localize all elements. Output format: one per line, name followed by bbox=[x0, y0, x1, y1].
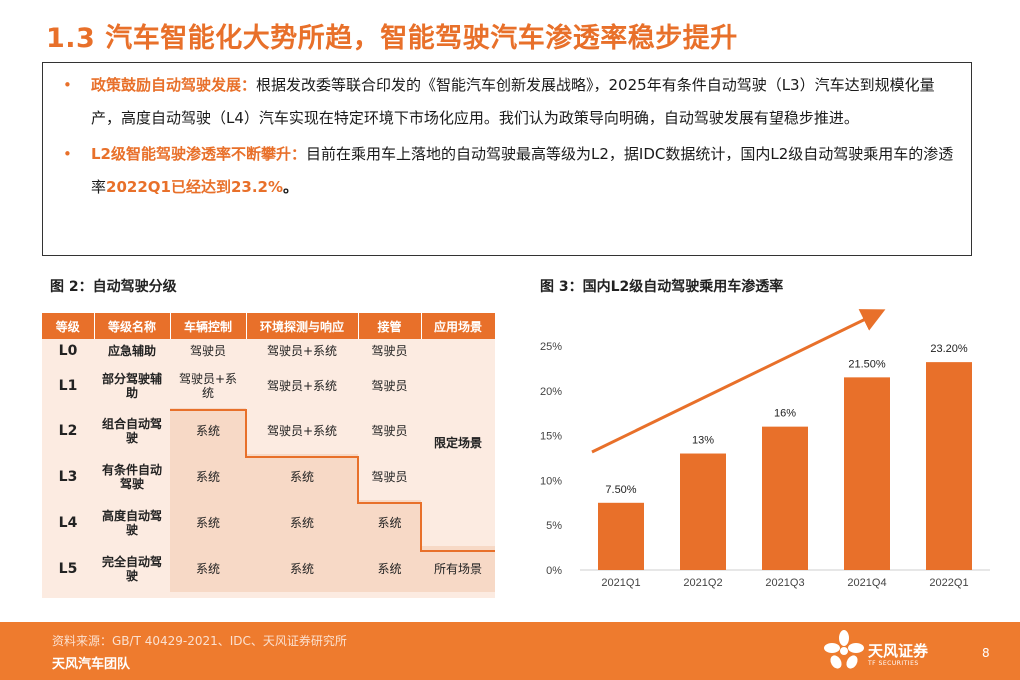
table-row: L1 部分驾驶辅助 驾驶员+系统 驾驶员+系统 驾驶员 bbox=[42, 363, 495, 408]
stair-line bbox=[420, 502, 422, 552]
y-tick-label: 0% bbox=[546, 565, 562, 577]
detection-cell: 系统 bbox=[246, 546, 358, 592]
level-cell: L1 bbox=[58, 377, 78, 394]
scene-all-cell: 所有场景 bbox=[421, 546, 495, 592]
level-cell: L4 bbox=[58, 515, 78, 531]
level-cell: L3 bbox=[58, 469, 78, 485]
level-cell: L5 bbox=[58, 561, 78, 577]
team-name: 天风汽车团队 bbox=[52, 657, 131, 672]
autonomy-levels-table: 等级 等级名称 车辆控制 环境探测与响应 接管 应用场景 L0 应急辅助 驾驶员… bbox=[42, 313, 496, 598]
takeover-cell: 驾驶员 bbox=[371, 470, 408, 484]
col-header: 等级名称 bbox=[94, 313, 171, 339]
l2-lead: L2级智能驾驶渗透率不断攀升： bbox=[91, 145, 306, 163]
tf-securities-logo: 天风证券 TF SECURITIES bbox=[822, 628, 972, 676]
table-row: L5 完全自动驾驶 系统 系统 系统 所有场景 bbox=[42, 546, 495, 592]
bullet-dot: • bbox=[63, 145, 72, 163]
chart-svg: 0% 5% 10% 15% 20% 25% 7.50% 2021Q1 13% 2021Q2 16%… bbox=[540, 309, 990, 589]
takeover-cell: 驾驶员 bbox=[371, 424, 408, 438]
data-label: 16% bbox=[774, 408, 796, 420]
level-name-cell: 部分驾驶辅助 bbox=[101, 371, 162, 400]
level-name-cell: 应急辅助 bbox=[107, 344, 156, 358]
detection-cell: 系统 bbox=[246, 454, 358, 500]
bar-2022Q1 bbox=[926, 362, 972, 570]
l2-highlight: 2022Q1已经达到23.2% bbox=[106, 178, 283, 196]
stair-line bbox=[245, 409, 247, 458]
policy-text: 根据发改委等联合印发的《智能汽车创新发展战略》，2025年有条件自动驾驶（L3）… bbox=[91, 76, 935, 127]
data-label: 7.50% bbox=[605, 484, 636, 496]
control-cell: 系统 bbox=[170, 500, 246, 546]
summary-bullet-policy: • 政策鼓励自动驾驶发展：根据发改委等联合印发的《智能汽车创新发展战略》，202… bbox=[59, 69, 957, 135]
control-cell: 驾驶员+系统 bbox=[178, 371, 238, 400]
level-name-cell: 组合自动驾驶 bbox=[101, 417, 162, 445]
y-tick-label: 10% bbox=[540, 475, 562, 487]
x-tick-label: 2021Q2 bbox=[683, 577, 722, 589]
table-row: L2 组合自动驾驶 系统 驾驶员+系统 驾驶员 bbox=[42, 408, 495, 454]
policy-lead: 政策鼓励自动驾驶发展： bbox=[91, 76, 257, 94]
stair-line bbox=[245, 456, 358, 458]
x-tick-label: 2021Q1 bbox=[601, 577, 640, 589]
stair-line bbox=[357, 502, 421, 504]
level-name-cell: 高度自动驾驶 bbox=[101, 509, 162, 537]
y-tick-label: 5% bbox=[546, 520, 562, 532]
data-label: 21.50% bbox=[848, 358, 886, 370]
detection-cell: 驾驶员+系统 bbox=[266, 424, 338, 438]
table-row: L4 高度自动驾驶 系统 系统 系统 bbox=[42, 500, 495, 546]
x-tick-label: 2022Q1 bbox=[929, 577, 968, 589]
detection-cell: 驾驶员+系统 bbox=[266, 378, 338, 393]
bullet-dot: • bbox=[63, 76, 72, 94]
bar-2021Q4 bbox=[844, 377, 890, 570]
table-row: L3 有条件自动驾驶 系统 系统 驾驶员 bbox=[42, 454, 495, 500]
y-tick-label: 25% bbox=[540, 341, 562, 353]
control-cell: 系统 bbox=[170, 454, 246, 500]
level-name-cell: 完全自动驾驶 bbox=[101, 555, 162, 583]
flower-logo-icon bbox=[824, 630, 864, 669]
bar-2021Q2 bbox=[680, 453, 726, 570]
detection-cell: 系统 bbox=[246, 500, 358, 546]
level-cell: L0 bbox=[58, 343, 78, 359]
fig3-title: 图 3：国内L2级自动驾驶乘用车渗透率 bbox=[540, 279, 784, 295]
takeover-cell: 驾驶员 bbox=[371, 344, 408, 358]
data-label: 13% bbox=[692, 435, 714, 447]
col-header: 接管 bbox=[358, 313, 422, 339]
l2-tail: 。 bbox=[283, 178, 299, 196]
col-header: 等级 bbox=[42, 313, 95, 339]
table-row: L0 应急辅助 驾驶员 驾驶员+系统 驾驶员 限定场景 bbox=[42, 339, 495, 450]
y-tick-label: 15% bbox=[540, 431, 562, 443]
data-label: 23.20% bbox=[930, 343, 968, 355]
summary-bullet-l2: • L2级智能驾驶渗透率不断攀升：目前在乘用车上落地的自动驾驶最高等级为L2，据… bbox=[59, 138, 957, 204]
col-header: 应用场景 bbox=[421, 313, 496, 339]
takeover-cell: 系统 bbox=[358, 500, 421, 546]
table-header-row: 等级 等级名称 车辆控制 环境探测与响应 接管 应用场景 bbox=[42, 313, 496, 339]
logo-text-en: TF SECURITIES bbox=[868, 660, 919, 667]
page-number: 8 bbox=[982, 646, 990, 660]
stair-line bbox=[420, 550, 495, 552]
stair-line bbox=[357, 456, 359, 504]
control-cell: 系统 bbox=[170, 408, 246, 454]
bar-2021Q1 bbox=[598, 502, 644, 570]
level-name-cell: 有条件自动驾驶 bbox=[101, 463, 162, 491]
col-header: 车辆控制 bbox=[170, 313, 247, 339]
summary-box: • 政策鼓励自动驾驶发展：根据发改委等联合印发的《智能汽车创新发展战略》，202… bbox=[42, 62, 972, 256]
l2-text: 目前在乘用车上落地的自动驾驶最高等级为L2，据IDC数据统计，国内L2级自动驾驶… bbox=[91, 145, 954, 196]
logo-text-cn: 天风证券 bbox=[868, 642, 929, 660]
level-cell: L2 bbox=[58, 423, 78, 439]
source-note: 资料来源：GB/T 40429-2021、IDC、天风证券研究所 bbox=[52, 634, 347, 648]
bar-2021Q3 bbox=[762, 426, 808, 570]
x-tick-label: 2021Q3 bbox=[765, 577, 804, 589]
l2-penetration-chart: 0% 5% 10% 15% 20% 25% 7.50% 2021Q1 13% 2021Q2 16%… bbox=[520, 300, 1000, 600]
fig2-title: 图 2：自动驾驶分级 bbox=[50, 279, 177, 295]
page-title: 1.3 汽车智能化大势所趋，智能驾驶汽车渗透率稳步提升 bbox=[46, 23, 738, 54]
takeover-cell: 系统 bbox=[358, 546, 421, 592]
x-tick-label: 2021Q4 bbox=[847, 577, 886, 589]
control-cell: 驾驶员 bbox=[189, 344, 226, 358]
takeover-cell: 驾驶员 bbox=[371, 378, 408, 393]
col-header: 环境探测与响应 bbox=[246, 313, 359, 339]
detection-cell: 驾驶员+系统 bbox=[266, 344, 338, 358]
trend-arrow bbox=[591, 309, 886, 454]
scene-limited-cell: 限定场景 bbox=[433, 435, 482, 450]
control-cell: 系统 bbox=[170, 546, 246, 592]
y-tick-label: 20% bbox=[540, 386, 562, 398]
stair-line bbox=[170, 409, 246, 411]
